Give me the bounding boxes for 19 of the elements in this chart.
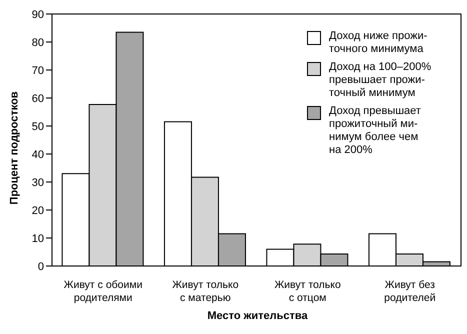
x-tick-label: Живут без родителей — [384, 279, 436, 304]
x-tick-label: Живут только с матерью — [172, 279, 239, 304]
legend-label: Доход ниже прожи- точного минимума — [329, 30, 428, 56]
x-axis-title: Место жительства — [206, 310, 309, 322]
x-tick-label: Живут только с отцом — [274, 279, 341, 304]
y-tick-label: 10 — [32, 232, 44, 245]
y-axis-title: Процент подростков — [9, 91, 21, 205]
x-tick-label: Живут с обоими родителями — [64, 279, 143, 304]
y-tick-label: 0 — [38, 260, 44, 273]
y-tick-label: 40 — [32, 148, 44, 161]
legend-label: Доход на 100–200% превышает прожи- точный минимум — [329, 61, 432, 100]
y-tick-label: 90 — [32, 8, 44, 21]
y-tick-label: 80 — [32, 36, 44, 49]
y-tick-label: 70 — [32, 64, 44, 77]
y-tick-label: 20 — [32, 204, 44, 217]
y-tick-label: 30 — [32, 176, 44, 189]
legend-label: Доход превышает прожиточный ми- нимум более чем на 200% — [329, 105, 421, 157]
y-tick-label: 60 — [32, 92, 44, 105]
y-tick-label: 50 — [32, 120, 44, 133]
